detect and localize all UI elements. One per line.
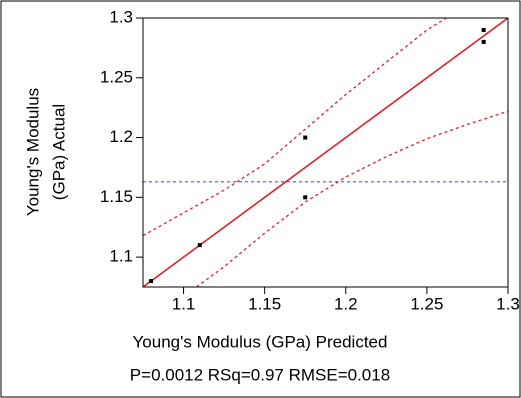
x-tick-label: 1.25	[410, 294, 443, 313]
point	[303, 195, 308, 200]
y-axis-label-line: (GPa) Actual	[49, 104, 68, 200]
point	[197, 243, 202, 248]
point	[149, 279, 154, 284]
plot-area	[143, 18, 508, 287]
y-tick-label: 1.1	[109, 247, 133, 266]
confidence-curve	[196, 110, 508, 287]
confidence-curve	[143, 18, 447, 237]
point	[481, 27, 486, 32]
point	[303, 135, 308, 140]
y-tick-label: 1.25	[100, 67, 133, 86]
point	[481, 39, 486, 44]
y-axis-label: Young's Modulus (GPa) Actual	[23, 88, 68, 216]
x-tick-label: 1.1	[172, 294, 196, 313]
y-tick-label: 1.15	[100, 187, 133, 206]
fit-line	[143, 18, 508, 287]
y-tick-label: 1.2	[109, 127, 133, 146]
y-tick-label: 1.3	[109, 7, 133, 26]
x-axis-label: Young's Modulus (GPa) Predicted	[133, 332, 388, 351]
x-tick-label: 1.3	[496, 294, 520, 313]
x-tick-label: 1.2	[334, 294, 358, 313]
x-tick-label: 1.15	[248, 294, 281, 313]
plot-border	[142, 17, 509, 288]
y-axis-label-line: Young's Modulus	[23, 88, 42, 216]
subtitle: P=0.0012 RSq=0.97 RMSE=0.018	[130, 365, 390, 384]
